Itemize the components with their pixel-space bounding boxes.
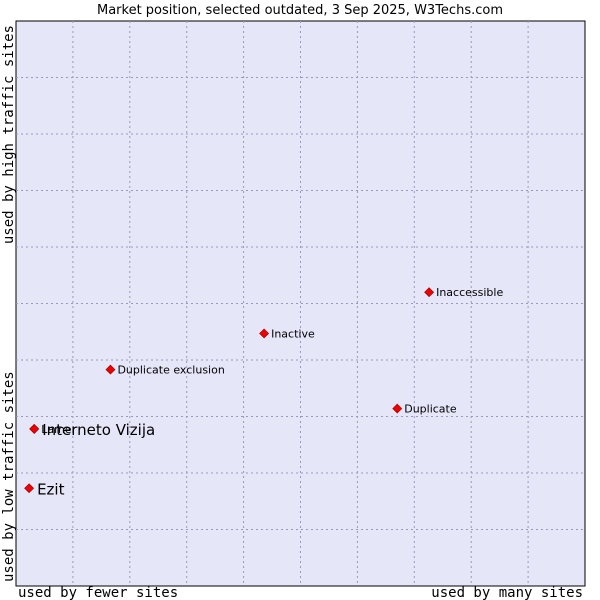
point-marker-duplicate-exclusion [105,364,116,375]
point-label-ezit: Ezit [37,480,65,498]
point-label-duplicate: Duplicate [404,403,457,416]
point-label-inactive: Inactive [271,327,315,340]
point-label-inaccessible: Inaccessible [436,286,503,299]
x-axis-label-high: used by many sites [431,585,583,600]
y-axis-label-high: used by high traffic sites [1,25,17,244]
point-marker-inactive [259,328,270,339]
x-axis-label-low: used by fewer sites [18,585,178,600]
data-points: Inaccessible Inactive Duplicate exclusion D… [24,286,503,498]
point-label-duplicate-exclusion: Duplicate exclusion [117,364,224,377]
grid [16,21,585,586]
point-label-interneto-vizija: Interneto Vizija [42,421,155,439]
point-label-lamer: Lamer [41,423,76,436]
point-marker-ezit [24,483,35,494]
point-marker-interneto-vizija [29,424,40,434]
chart-title: Market position, selected outdated, 3 Se… [97,3,503,18]
y-axis-label-low: used by low traffic sites [1,371,17,582]
point-marker-inaccessible [424,287,435,298]
point-marker-duplicate [392,403,403,414]
